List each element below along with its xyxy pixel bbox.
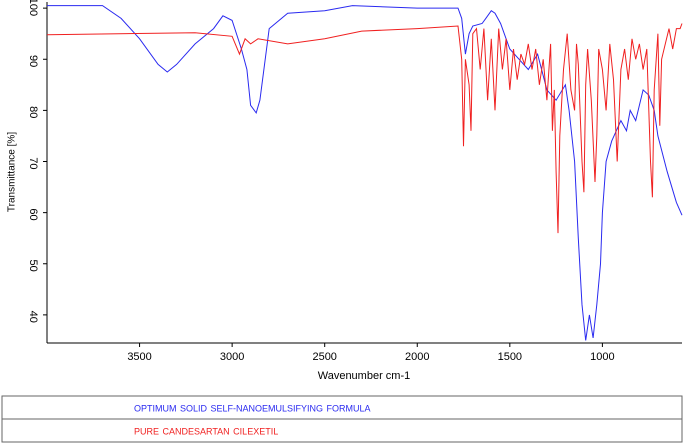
x-tick-label: 2500: [312, 351, 336, 363]
x-tick-label: 1500: [498, 351, 522, 363]
spectrum-line: [46, 23, 683, 234]
y-tick-label: 40: [27, 311, 39, 323]
y-tick-label: 90: [27, 55, 39, 67]
x-tick-label: 2000: [405, 351, 429, 363]
y-tick-label: 80: [27, 106, 39, 118]
y-tick-label: 100: [27, 0, 39, 16]
legend-label: PURE CANDESARTAN CILEXETIL: [134, 426, 278, 436]
y-tick-label: 70: [27, 157, 39, 169]
x-tick-label: 3500: [127, 351, 151, 363]
y-tick-label: 50: [27, 260, 39, 272]
x-axis-label: Wavenumber cm-1: [318, 370, 411, 382]
spectrum-line: [47, 5, 683, 341]
y-axis-label: Transmittance [%]: [7, 132, 18, 212]
legend-label: OPTIMUM SOLID SELF-NANOEMULSIFYING FORMU…: [134, 403, 371, 413]
y-tick-label: 60: [27, 208, 39, 220]
x-tick-label: 1000: [590, 351, 614, 363]
x-tick-label: 3000: [220, 351, 244, 363]
